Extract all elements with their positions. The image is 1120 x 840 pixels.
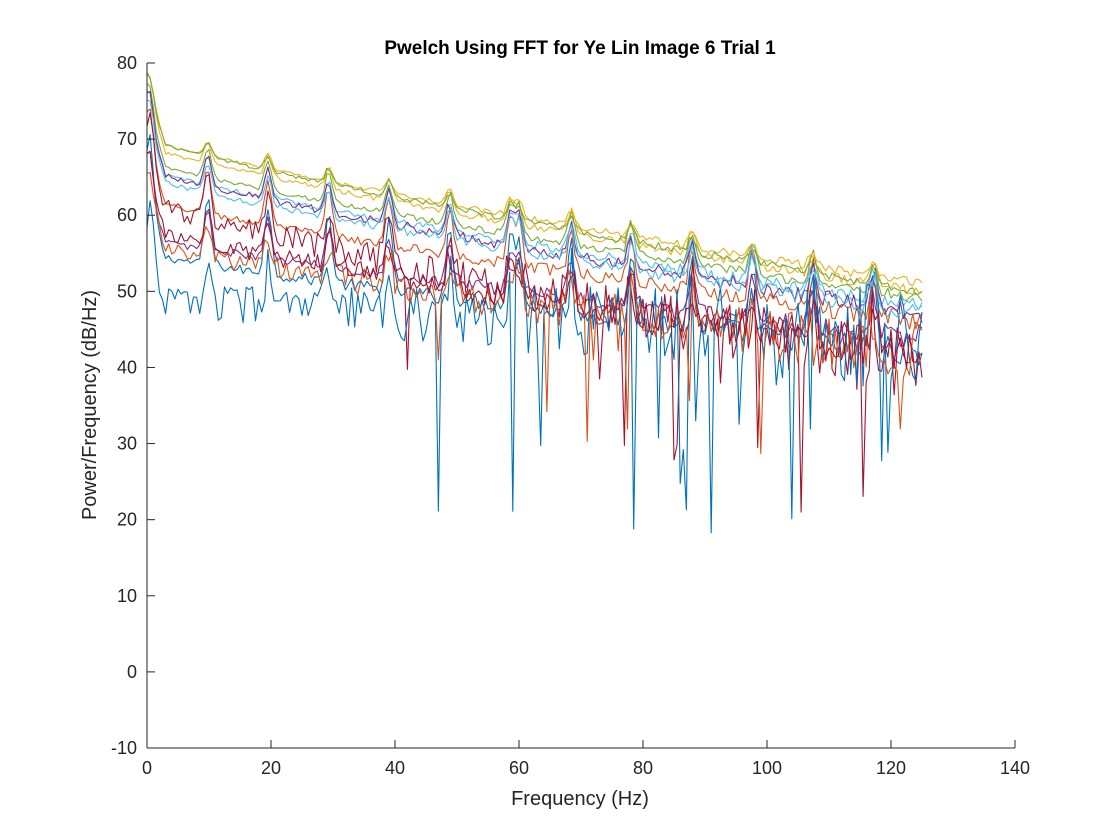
x-tick-label: 60 — [509, 758, 529, 778]
y-axis-label: Power/Frequency (dB/Hz) — [79, 290, 101, 520]
y-tick-label: 0 — [127, 662, 137, 682]
series-line-6 — [146, 90, 923, 310]
series-line-12 — [146, 72, 923, 295]
y-tick-label: 20 — [117, 510, 137, 530]
series-line-2 — [146, 108, 923, 330]
x-tick-label: 20 — [261, 758, 281, 778]
plot-background — [147, 63, 1015, 748]
x-tick-label: 80 — [633, 758, 653, 778]
y-tick-label: 50 — [117, 281, 137, 301]
x-tick-label: 40 — [385, 758, 405, 778]
x-tick-label: 100 — [752, 758, 782, 778]
y-tick-label: 10 — [117, 586, 137, 606]
x-tick-label: 140 — [1000, 758, 1030, 778]
x-tick-label: 0 — [142, 758, 152, 778]
y-tick-label: 70 — [117, 129, 137, 149]
y-tick-label: 30 — [117, 434, 137, 454]
series-line-7 — [146, 112, 923, 513]
y-tick-label: -10 — [111, 738, 137, 758]
x-tick-label: 120 — [876, 758, 906, 778]
y-tick-label: 80 — [117, 53, 137, 73]
series-line-13 — [146, 99, 923, 318]
y-tick-label: 60 — [117, 205, 137, 225]
series-line-5 — [146, 83, 923, 302]
series-line-10 — [146, 72, 923, 287]
series-layer — [146, 72, 923, 534]
series-line-14 — [146, 150, 923, 370]
chart-title: Pwelch Using FFT for Ye Lin Image 6 Tria… — [384, 38, 776, 59]
y-tick-label: 40 — [117, 357, 137, 377]
x-axis-label: Frequency (Hz) — [511, 788, 649, 810]
